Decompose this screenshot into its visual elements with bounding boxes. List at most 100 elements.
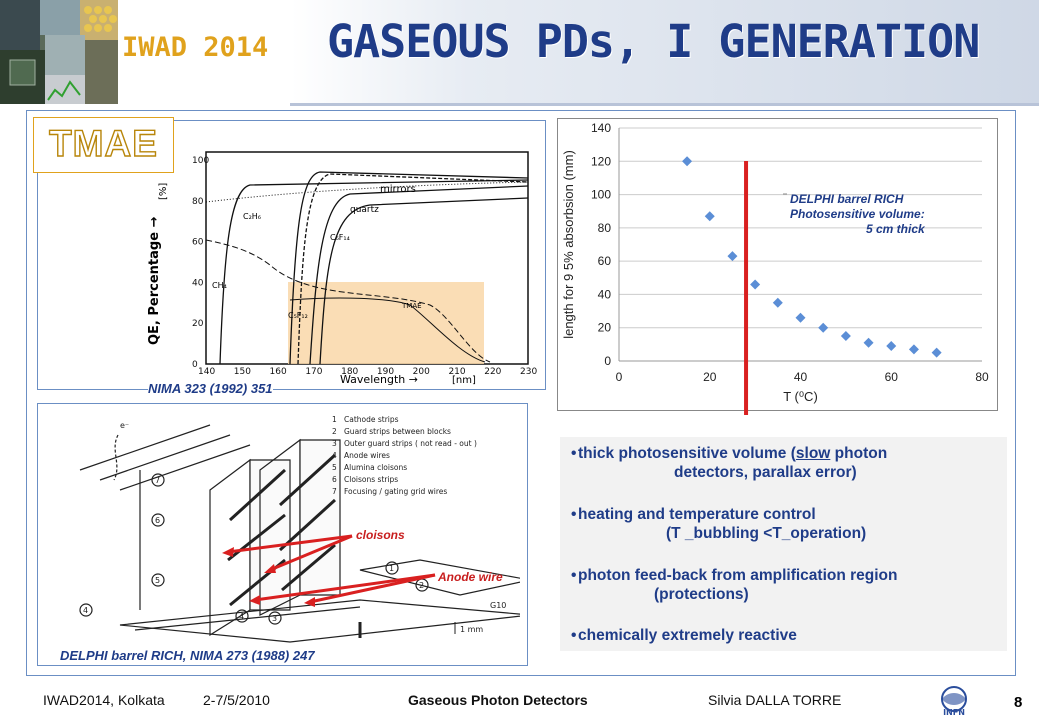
- bullet-item: • heating and temperature control (T _bub…: [571, 506, 867, 542]
- bullet-item: • photon feed-back from amplification reg…: [571, 567, 898, 603]
- chart-data-point: [863, 337, 874, 348]
- svg-text:3: 3: [272, 614, 277, 623]
- cloisons-label: cloisons: [356, 528, 405, 542]
- qe-curve-label-tmae: TMAE: [401, 302, 422, 310]
- header-divider: [290, 103, 1039, 106]
- qe-x-tick: 230: [520, 367, 537, 377]
- bullet-item: • thick photosensitive volume (slow photo…: [571, 445, 888, 481]
- scale-label: 1 mm: [460, 625, 483, 634]
- qe-y-tick: 40: [192, 278, 204, 288]
- chart-annotation-line: Photosensitive volume:: [790, 207, 925, 221]
- chart-data-point: [908, 344, 919, 355]
- chart-y-tick: 0: [604, 354, 611, 368]
- detector-photo-collage-icon: [0, 0, 118, 104]
- footer-author: Silvia DALLA TORRE: [708, 692, 842, 708]
- legend-text: Anode wires: [344, 451, 390, 460]
- qe-x-tick: 180: [341, 367, 358, 377]
- absorption-chart: 0 20 40 60 80 100 120 140 0 20 40 60 80 T (⁰C) lengt…: [561, 121, 989, 415]
- legend-number: 2: [332, 427, 337, 436]
- chart-y-tick: 120: [591, 154, 611, 168]
- infn-logo-text: INFN: [943, 708, 965, 717]
- qe-x-tick: 160: [270, 367, 287, 377]
- tmae-label: TMAE: [33, 117, 174, 173]
- legend-text: Guard strips between blocks: [344, 427, 451, 436]
- qe-plot-image: 0 20 40 60 80 100 140 150 160 170 180 190 200 210 220…: [147, 151, 537, 385]
- content-frame: [26, 110, 1016, 676]
- qe-curve-label-quartz: quartz: [350, 205, 379, 215]
- chart-y-axis-label: length for 9 5% absorbsion (mm): [561, 150, 576, 339]
- chart-annotation: DELPHI barrel RICH Photosensitive volume…: [790, 192, 925, 237]
- qe-curve-label-c2h6: C₂H₆: [243, 212, 261, 221]
- chart-y-tick: 100: [591, 188, 611, 202]
- svg-text:6: 6: [155, 516, 160, 525]
- chart-data-point: [704, 211, 715, 222]
- qe-x-tick: 140: [198, 367, 215, 377]
- chart-y-tick: 40: [598, 287, 612, 301]
- qe-y-tick: 0: [192, 360, 198, 370]
- legend-text: Cathode strips: [344, 415, 399, 424]
- chart-x-tick: 0: [616, 370, 623, 384]
- slide-header: [0, 0, 1039, 104]
- g10-label: G10: [490, 601, 506, 610]
- legend-number: 6: [332, 475, 337, 484]
- qe-x-axis-label: Wavelength →: [340, 373, 418, 385]
- slide-title: GASEOUS PDs, I GENERATION: [327, 15, 980, 68]
- chart-y-tick: 80: [598, 221, 612, 235]
- qe-x-tick: 210: [448, 367, 465, 377]
- chart-x-tick: 80: [975, 370, 989, 384]
- footer-conference: IWAD2014, Kolkata: [43, 692, 165, 708]
- chart-data-point: [818, 322, 829, 333]
- legend-text: Outer guard strips ( not read - out ): [344, 439, 477, 448]
- qe-y-tick: 80: [192, 197, 204, 207]
- chart-data-point: [727, 251, 738, 262]
- chart-data-point: [795, 312, 806, 323]
- legend-text: Focusing / gating grid wires: [344, 487, 447, 496]
- delphi-reference: DELPHI barrel RICH, NIMA 273 (1988) 247: [60, 648, 315, 663]
- chart-x-axis-label: T (⁰C): [783, 389, 818, 404]
- bullet-item: • chemically extremely reactive: [571, 627, 797, 644]
- chart-data-point: [682, 156, 693, 167]
- legend-number: 4: [332, 451, 337, 460]
- qe-x-tick: 220: [484, 367, 501, 377]
- legend-number: 5: [332, 463, 337, 472]
- qe-y-tick: 20: [192, 319, 204, 329]
- electron-label: e⁻: [120, 421, 129, 430]
- svg-text:5: 5: [155, 576, 160, 585]
- page-number: 8: [1014, 694, 1023, 711]
- qe-x-unit: [nm]: [452, 375, 476, 385]
- svg-text:7: 7: [155, 476, 160, 485]
- qe-y-tick: 60: [192, 238, 204, 248]
- chart-y-tick: 60: [598, 254, 612, 268]
- qe-curve-label-ch4: CH₄: [212, 281, 227, 290]
- footer-dates: 2-7/5/2010: [203, 692, 270, 708]
- chart-y-tick: 20: [598, 321, 612, 335]
- qe-y-unit: [%]: [158, 183, 169, 200]
- legend-number: 1: [332, 415, 337, 424]
- qe-x-tick: 190: [377, 367, 394, 377]
- chart-data-point: [840, 331, 851, 342]
- anode-wire-label: Anode wire: [438, 570, 503, 584]
- legend-number: 7: [332, 487, 337, 496]
- legend-text: Cloisons strips: [344, 475, 398, 484]
- bullet-dot-icon: •: [571, 445, 577, 462]
- footer-talk-title: Gaseous Photon Detectors: [408, 692, 588, 708]
- chart-data-point: [772, 297, 783, 308]
- absorption-chart-frame: [557, 118, 998, 411]
- legend-text: Alumina cloisons: [344, 463, 407, 472]
- bullet-dot-icon: •: [571, 567, 577, 584]
- chart-data-point: [886, 341, 897, 352]
- chart-annotation-line: 5 cm thick: [866, 222, 925, 236]
- qe-curve-label-c6f14: C₆F₁₄: [330, 233, 350, 242]
- svg-text:4: 4: [239, 612, 244, 621]
- qe-x-tick: 150: [234, 367, 251, 377]
- chart-data-point: [931, 347, 942, 358]
- tmae-highlight-region: [288, 282, 484, 364]
- bullet-panel: [560, 437, 1007, 651]
- qe-curve-label-mirrors: mirrors: [380, 184, 416, 195]
- bullet-dot-icon: •: [571, 506, 577, 523]
- infn-logo-icon: INFN: [941, 686, 967, 717]
- chart-y-tick: 140: [591, 121, 611, 135]
- qe-y-axis-label: QE, Percentage →: [147, 216, 162, 345]
- chart-annotation-line: DELPHI barrel RICH: [790, 192, 904, 206]
- svg-text:1: 1: [389, 564, 394, 573]
